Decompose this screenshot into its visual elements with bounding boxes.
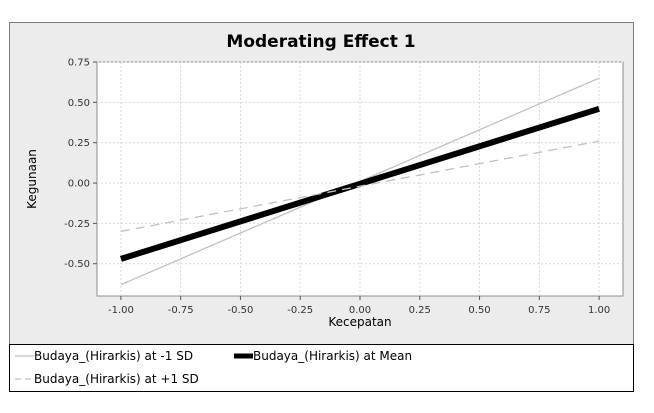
x-tick-label-0: -1.00 (108, 305, 134, 316)
x-tick-label-2: -0.50 (228, 305, 254, 316)
chart-frame: Moderating Effect 1 -1.00 -0.75 -0.50 -0.25… (9, 22, 634, 392)
grid-lines (97, 61, 623, 296)
y-tick-label-1: 0.50 (68, 98, 90, 109)
y-tick-label-5: -0.50 (64, 259, 90, 270)
series-line-2 (120, 140, 600, 233)
y-axis-label: Kegunaan (25, 149, 39, 209)
x-tick-label-6: 0.50 (468, 305, 490, 316)
series-lines (120, 77, 600, 286)
series-line-1 (120, 105, 600, 262)
moderating-effect-chart: Moderating Effect 1 -1.00 -0.75 -0.50 -0.25… (9, 22, 634, 392)
x-tick-label-1: -0.75 (168, 305, 194, 316)
x-tick-label-3: -0.25 (287, 305, 313, 316)
x-tick-label-7: 0.75 (528, 305, 550, 316)
x-axis-label: Kecepatan (328, 315, 391, 329)
legend-label-0: Budaya_(Hirarkis) at -1 SD (34, 349, 193, 363)
legend-box (9, 344, 634, 392)
legend-label-2: Budaya_(Hirarkis) at +1 SD (34, 372, 199, 386)
y-tick-label-3: 0.00 (68, 179, 90, 190)
y-tick-label-2: 0.25 (68, 138, 90, 149)
axis-ticks: -1.00 -0.75 -0.50 -0.25 0.00 0.25 0.50 0.75 1.00… (64, 58, 610, 317)
legend: Budaya_(Hirarkis) at -1 SD Budaya_(Hirark… (15, 349, 412, 386)
y-tick-label-0: 0.75 (68, 58, 90, 69)
x-tick-label-4: 0.00 (349, 305, 371, 316)
x-tick-label-5: 0.25 (409, 305, 431, 316)
legend-label-1: Budaya_(Hirarkis) at Mean (253, 349, 412, 363)
chart-title: Moderating Effect 1 (226, 32, 415, 52)
x-tick-label-8: 1.00 (588, 305, 610, 316)
y-tick-label-4: -0.25 (64, 219, 90, 230)
